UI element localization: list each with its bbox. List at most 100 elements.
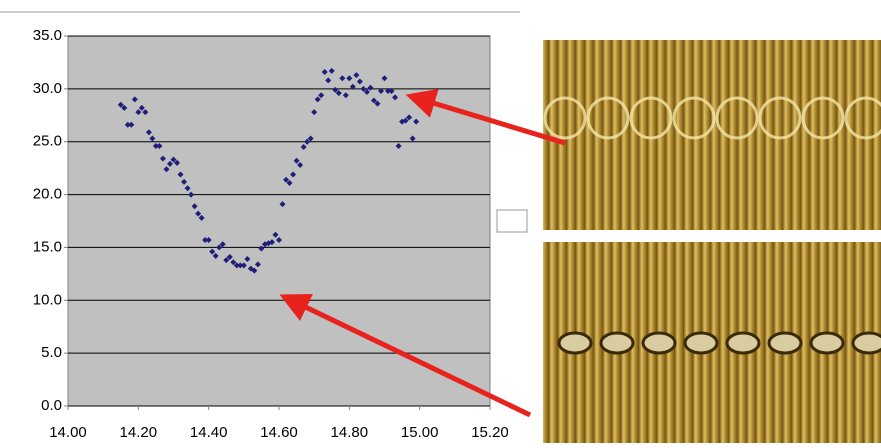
photo-bottom-dots bbox=[557, 331, 881, 355]
point bbox=[283, 176, 290, 183]
x-tick-label: 15.00 bbox=[401, 424, 439, 441]
point bbox=[237, 262, 244, 269]
point bbox=[377, 87, 384, 94]
point bbox=[286, 179, 293, 186]
point bbox=[254, 261, 261, 268]
point bbox=[195, 210, 202, 217]
point bbox=[272, 231, 279, 238]
point bbox=[353, 72, 360, 79]
point bbox=[346, 75, 353, 82]
arrow-bottom bbox=[279, 293, 532, 418]
point bbox=[188, 191, 195, 198]
point bbox=[138, 104, 145, 111]
point bbox=[251, 267, 258, 274]
x-tick-label: 14.60 bbox=[260, 424, 298, 441]
point bbox=[392, 94, 399, 101]
point bbox=[370, 97, 377, 104]
point bbox=[339, 75, 346, 82]
point bbox=[395, 142, 402, 149]
arrow-top bbox=[405, 89, 566, 146]
y-tick-label: 10.0 bbox=[33, 291, 62, 308]
point bbox=[290, 171, 297, 178]
point bbox=[311, 109, 318, 116]
point bbox=[240, 262, 247, 269]
point bbox=[413, 118, 420, 125]
point bbox=[209, 248, 216, 255]
point bbox=[342, 92, 349, 99]
y-tick-label: 0.0 bbox=[41, 397, 62, 414]
point bbox=[325, 77, 332, 84]
point bbox=[244, 256, 251, 263]
point bbox=[124, 121, 131, 128]
point bbox=[135, 109, 142, 116]
point bbox=[156, 142, 163, 149]
point bbox=[216, 244, 223, 251]
x-tick-label: 15.20 bbox=[471, 424, 509, 441]
point bbox=[406, 114, 413, 121]
y-tick-label: 5.0 bbox=[41, 344, 62, 361]
point bbox=[276, 237, 282, 244]
y-tick-label: 35.0 bbox=[33, 27, 62, 44]
point bbox=[219, 241, 226, 248]
point bbox=[212, 252, 219, 259]
y-tick-label: 30.0 bbox=[33, 80, 62, 97]
point bbox=[233, 262, 240, 269]
point bbox=[318, 92, 325, 99]
point bbox=[293, 157, 300, 164]
point bbox=[314, 96, 321, 103]
x-tick-label: 14.00 bbox=[49, 424, 87, 441]
point bbox=[117, 101, 124, 108]
point bbox=[163, 166, 170, 173]
point bbox=[297, 161, 304, 168]
point bbox=[159, 155, 166, 162]
x-tick-label: 14.40 bbox=[190, 424, 228, 441]
legend-fragment bbox=[496, 209, 528, 233]
point bbox=[381, 75, 388, 82]
y-tick-label: 20.0 bbox=[33, 186, 62, 203]
point bbox=[191, 203, 198, 210]
point bbox=[131, 96, 138, 103]
y-tick-label: 25.0 bbox=[33, 133, 62, 150]
point bbox=[174, 159, 181, 166]
point bbox=[367, 84, 374, 91]
point bbox=[304, 138, 311, 145]
point bbox=[152, 142, 159, 149]
point bbox=[332, 86, 339, 93]
point bbox=[223, 257, 230, 264]
point bbox=[184, 185, 191, 192]
point bbox=[300, 144, 307, 150]
point bbox=[121, 104, 128, 111]
y-tick-label: 15.0 bbox=[33, 238, 62, 255]
point bbox=[202, 237, 209, 244]
point bbox=[166, 160, 173, 167]
point bbox=[328, 67, 335, 74]
point bbox=[349, 83, 356, 90]
point bbox=[402, 117, 409, 124]
point bbox=[279, 201, 286, 208]
point bbox=[205, 237, 212, 244]
point bbox=[374, 100, 381, 107]
x-tick-label: 14.80 bbox=[331, 424, 369, 441]
plot-area bbox=[67, 35, 491, 407]
point bbox=[149, 135, 156, 142]
point bbox=[198, 214, 205, 221]
point bbox=[335, 90, 342, 97]
point bbox=[409, 135, 416, 142]
point bbox=[356, 78, 363, 85]
point bbox=[181, 178, 188, 185]
point bbox=[321, 68, 328, 75]
point bbox=[177, 171, 184, 178]
point bbox=[385, 87, 392, 94]
point bbox=[226, 253, 233, 260]
point bbox=[307, 135, 314, 142]
photo-top-dots bbox=[543, 96, 881, 140]
point bbox=[388, 87, 395, 94]
point bbox=[128, 121, 135, 128]
point bbox=[230, 259, 237, 266]
point bbox=[170, 156, 177, 163]
point bbox=[363, 89, 370, 96]
point bbox=[258, 245, 265, 252]
x-tick-label: 14.20 bbox=[120, 424, 158, 441]
